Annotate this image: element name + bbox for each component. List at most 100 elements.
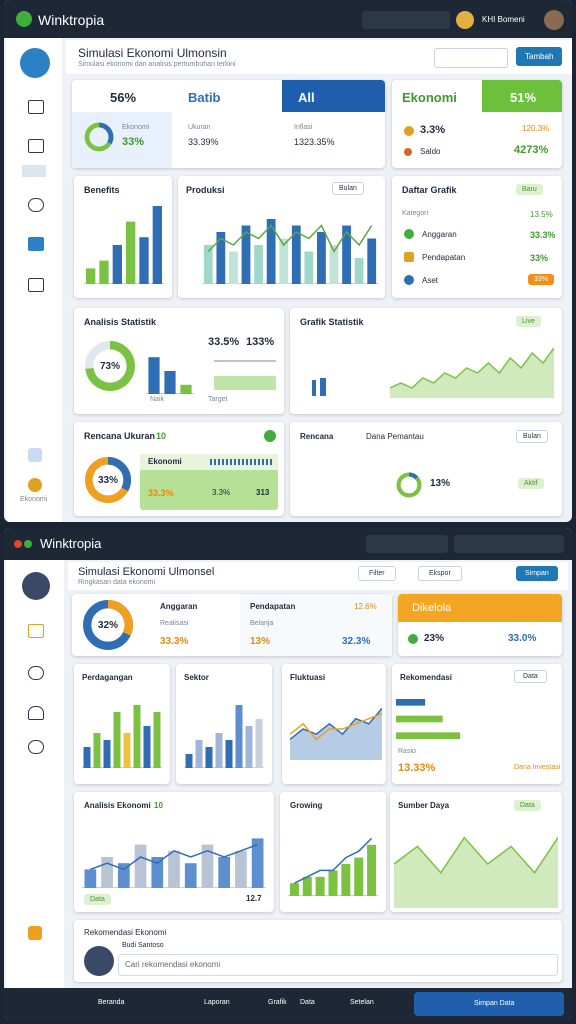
search-box[interactable]: [454, 535, 564, 553]
recommendation-card: Rekomendasi Data Rasio 13.33% Dana Inves…: [392, 664, 562, 784]
card-subtitle: Dana Pemantau: [366, 432, 424, 441]
toolbar: Simulasi Ekonomi Ulmonsin Simulasi ekono…: [66, 40, 572, 74]
icon: [404, 275, 414, 285]
avatar[interactable]: [544, 10, 564, 30]
nav-icon[interactable]: [28, 478, 42, 492]
button[interactable]: Simpan: [516, 566, 558, 581]
list-card: Daftar Grafik Baru Kategori 13.5% Anggar…: [392, 176, 562, 298]
nav-item[interactable]: Setelan: [350, 999, 374, 1006]
nav-item[interactable]: Grafik: [268, 999, 287, 1006]
icon: [404, 252, 414, 262]
bar: [151, 857, 164, 888]
bar: [103, 740, 111, 768]
bar: [328, 870, 338, 896]
bar: [134, 844, 147, 888]
nav-icon[interactable]: [28, 278, 44, 292]
decoration: [320, 378, 326, 396]
bar: [86, 268, 96, 284]
status-icon: [264, 430, 276, 442]
label: Naik: [150, 396, 165, 403]
bar: [254, 245, 263, 284]
chart-card: Growing: [280, 792, 386, 912]
nav-item[interactable]: Data: [300, 999, 315, 1006]
bar: [180, 384, 192, 394]
bar: [229, 251, 238, 284]
dropdown[interactable]: [434, 48, 508, 68]
nav-icon[interactable]: [28, 198, 44, 212]
bar: [315, 876, 325, 896]
bar: [291, 225, 301, 284]
search-box[interactable]: [366, 535, 448, 553]
tab-active[interactable]: [282, 80, 385, 112]
label: Ukuran: [188, 124, 211, 131]
value: 23%: [424, 633, 445, 644]
panel-title: Ekonomi: [148, 457, 182, 466]
nav-icon[interactable]: [28, 448, 42, 462]
window: Winktropia Simulasi Ekonomi Ulmonsel Rin…: [4, 528, 572, 1020]
bar: [279, 238, 289, 284]
bar: [184, 863, 197, 888]
filter[interactable]: Bulan: [516, 430, 548, 443]
nav-icon[interactable]: [20, 48, 50, 78]
monitor-card: Rencana Dana Pemantau Bulan 13% Aktif: [290, 422, 562, 516]
nav-icon[interactable]: [28, 139, 44, 153]
badge: 51%: [510, 90, 537, 105]
value: 13%: [430, 478, 451, 489]
filter[interactable]: Data: [514, 800, 541, 811]
nav-icon[interactable]: [28, 100, 44, 114]
header: Winktropia: [4, 528, 572, 560]
bar: [218, 857, 231, 888]
bar: [123, 733, 131, 768]
bar: [329, 245, 339, 284]
bar: [201, 844, 214, 888]
bar: [241, 225, 251, 284]
window: Winktropia KHI Bomeni Ekonomi Simulasi E…: [4, 0, 572, 522]
card-title: Rekomendasi Ekonomi: [84, 928, 167, 937]
bar: [148, 357, 160, 394]
donut-label: 73%: [100, 361, 120, 372]
nav-icon[interactable]: [22, 165, 46, 177]
nav-icon[interactable]: [28, 926, 42, 940]
nav-icon[interactable]: [28, 706, 44, 720]
filter[interactable]: Data: [514, 670, 547, 683]
bar-chart: [82, 705, 162, 768]
avatar[interactable]: [456, 11, 474, 29]
nav-icon[interactable]: [28, 624, 44, 638]
line: [207, 224, 373, 254]
logo: [16, 11, 32, 27]
avatar[interactable]: [22, 572, 50, 600]
tab[interactable]: All: [298, 90, 315, 105]
bar: [205, 747, 213, 768]
nav-icon[interactable]: [28, 237, 44, 251]
chart-card: Perdagangan: [74, 664, 170, 784]
area: [290, 708, 382, 760]
filter[interactable]: Bulan: [332, 182, 364, 195]
bar: [235, 850, 247, 888]
value: 313: [256, 488, 270, 497]
button[interactable]: Ekspor: [418, 566, 462, 581]
page-title: Simulasi Ekonomi Ulmonsin: [78, 46, 227, 60]
card-title: Grafik Statistik: [300, 317, 364, 327]
nav-item[interactable]: Beranda: [98, 999, 125, 1006]
card-title: Produksi: [186, 185, 225, 195]
tab[interactable]: Batib: [188, 90, 221, 105]
button[interactable]: Filter: [358, 566, 396, 581]
action-button[interactable]: Tambah: [516, 47, 563, 66]
card-title: Analisis Statistik: [84, 317, 157, 327]
area-chart: [290, 707, 382, 760]
row-label: Aset: [422, 276, 439, 285]
nav-icon[interactable]: [28, 740, 44, 754]
input[interactable]: Cari rekomendasi ekonomi: [118, 954, 558, 976]
donut-chart: 32%: [83, 600, 133, 650]
header: Winktropia KHI Bomeni: [4, 0, 572, 38]
nav-item[interactable]: Laporan: [204, 999, 230, 1006]
badge: Live: [516, 316, 541, 327]
chart-card: Produksi Bulan: [178, 176, 385, 298]
nav-icon[interactable]: [28, 666, 44, 680]
bar: [185, 754, 193, 768]
tab[interactable]: 56%: [110, 90, 137, 105]
button[interactable]: Simpan Data: [414, 992, 564, 1016]
row-label: Anggaran: [422, 230, 457, 239]
search-box[interactable]: [362, 11, 450, 29]
plan-card: Rencana Ukuran 10 33% Ekonomi 33.3% 3.3%…: [74, 422, 284, 516]
